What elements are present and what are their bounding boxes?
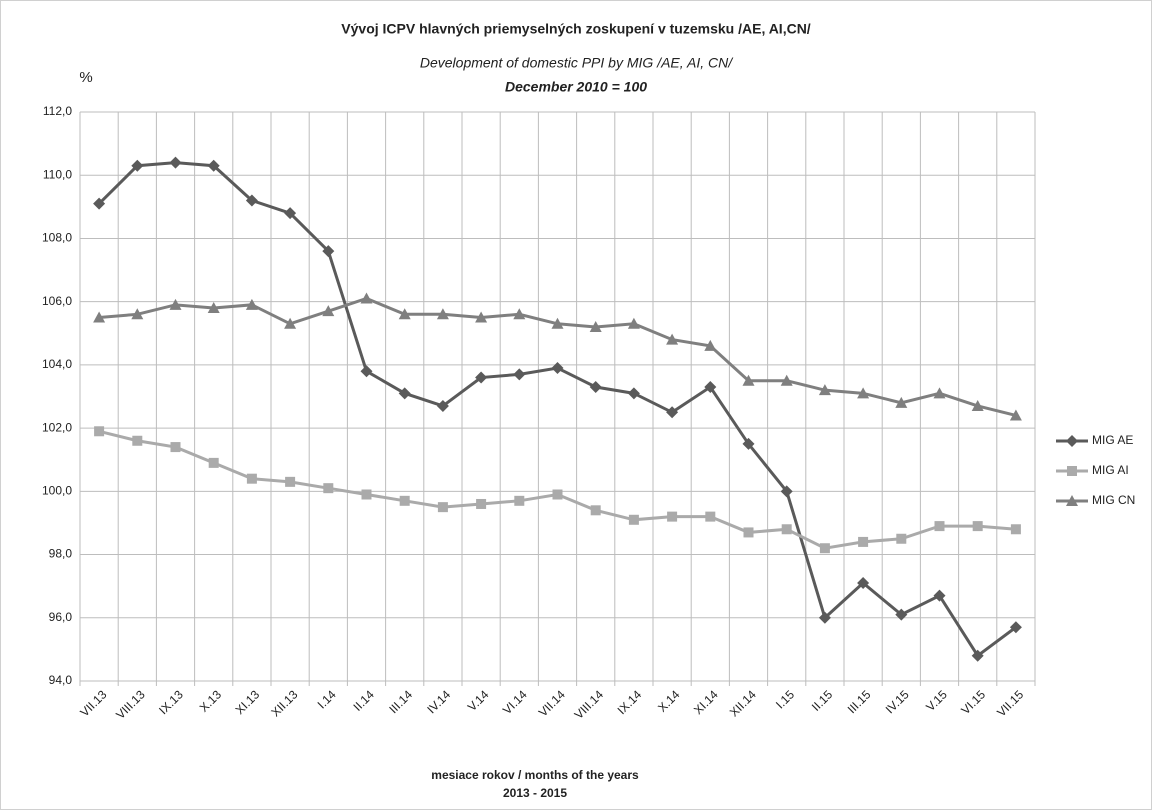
chart-subtitle: December 2010 = 100 <box>505 79 647 95</box>
marker <box>360 292 373 304</box>
marker <box>628 514 639 525</box>
marker <box>361 489 372 500</box>
marker <box>666 333 679 345</box>
legend-label: MIG AI <box>1092 463 1129 477</box>
marker <box>627 317 640 329</box>
marker <box>895 396 908 408</box>
marker <box>551 317 564 329</box>
marker <box>284 317 297 329</box>
marker <box>780 485 793 498</box>
marker <box>1009 409 1022 421</box>
marker <box>170 442 181 453</box>
y-axis-label: % <box>79 69 92 86</box>
marker <box>285 476 296 487</box>
marker <box>475 311 488 323</box>
marker <box>1066 495 1078 506</box>
marker <box>667 511 678 522</box>
legend-label: MIG CN <box>1092 493 1135 507</box>
marker <box>818 611 831 624</box>
marker <box>131 159 144 172</box>
marker <box>972 521 983 532</box>
marker <box>589 381 602 394</box>
marker <box>705 511 716 522</box>
marker <box>819 543 830 554</box>
marker <box>742 437 755 450</box>
chart-title: Vývoj ICPV hlavných priemyselných zoskup… <box>341 21 811 37</box>
marker <box>169 156 182 169</box>
marker <box>246 473 257 484</box>
marker <box>207 301 220 313</box>
marker <box>934 521 945 532</box>
marker <box>590 505 601 516</box>
marker <box>933 387 946 399</box>
marker <box>857 387 870 399</box>
marker <box>743 527 754 538</box>
marker <box>436 399 449 412</box>
marker <box>971 399 984 411</box>
marker <box>398 387 411 400</box>
marker <box>207 159 220 172</box>
marker <box>398 308 411 320</box>
marker <box>1010 524 1021 535</box>
marker <box>322 305 335 317</box>
marker <box>169 298 182 310</box>
marker <box>514 495 525 506</box>
marker <box>437 502 448 513</box>
marker <box>704 381 717 394</box>
marker <box>1009 621 1022 634</box>
marker <box>551 362 564 375</box>
y-tick-label: 112,0 <box>43 104 72 118</box>
legend-label: MIG AE <box>1092 433 1133 447</box>
marker <box>781 524 792 535</box>
marker <box>132 435 143 446</box>
x-axis-label: 2013 - 2015 <box>503 786 567 800</box>
marker <box>476 498 487 509</box>
marker <box>284 207 297 220</box>
marker <box>513 368 526 381</box>
marker <box>780 374 793 386</box>
y-tick-label: 106,0 <box>42 294 72 308</box>
marker <box>704 339 717 351</box>
marker <box>971 649 984 662</box>
chart-subtitle: Development of domestic PPI by MIG /AE, … <box>420 55 734 71</box>
marker <box>323 483 334 494</box>
marker <box>208 457 219 468</box>
marker <box>666 406 679 419</box>
marker <box>552 489 563 500</box>
y-tick-label: 98,0 <box>49 547 73 561</box>
marker <box>436 308 449 320</box>
marker <box>1066 435 1078 447</box>
marker <box>93 197 106 210</box>
marker <box>627 387 640 400</box>
marker <box>131 308 144 320</box>
marker <box>93 311 106 323</box>
marker <box>589 320 602 332</box>
marker <box>896 533 907 544</box>
x-axis-label: mesiace rokov / months of the years <box>431 768 639 782</box>
marker <box>245 194 258 207</box>
y-tick-label: 100,0 <box>42 484 72 498</box>
marker <box>818 384 831 396</box>
y-tick-label: 110,0 <box>43 167 72 181</box>
y-tick-label: 108,0 <box>42 231 72 245</box>
marker <box>933 589 946 602</box>
marker <box>1067 466 1077 476</box>
marker <box>94 426 105 437</box>
marker <box>399 495 410 506</box>
marker <box>513 308 526 320</box>
marker <box>475 371 488 384</box>
marker <box>895 608 908 621</box>
marker <box>322 245 335 258</box>
y-tick-label: 96,0 <box>49 610 73 624</box>
marker <box>245 298 258 310</box>
y-tick-label: 102,0 <box>42 420 72 434</box>
y-tick-label: 94,0 <box>49 673 73 687</box>
marker <box>360 365 373 378</box>
y-tick-label: 104,0 <box>42 357 72 371</box>
marker <box>857 577 870 590</box>
marker <box>858 536 869 547</box>
marker <box>742 374 755 386</box>
